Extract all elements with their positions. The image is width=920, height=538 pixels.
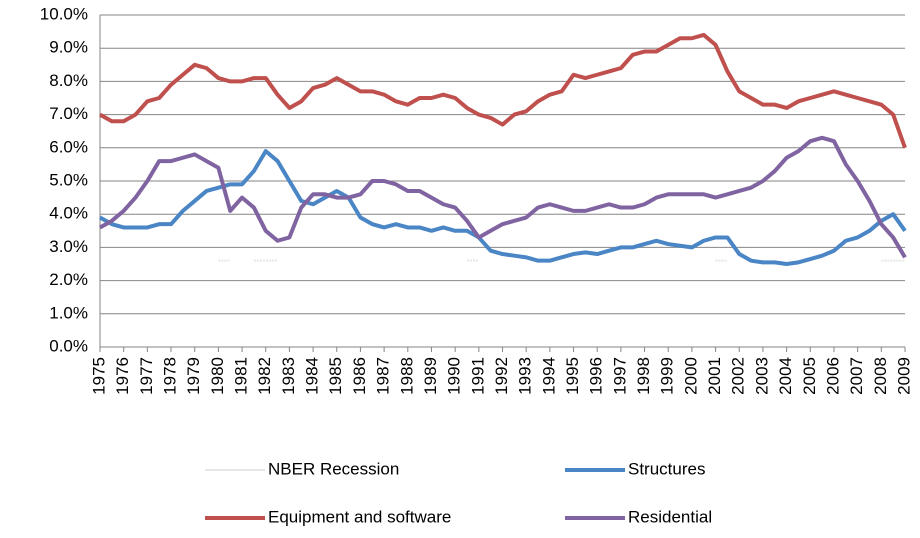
x-tick-label: 1977 — [137, 357, 156, 395]
x-tick-label: 1979 — [184, 357, 203, 395]
x-tick-label: 2003 — [752, 357, 771, 395]
y-tick-label: 8.0% — [49, 71, 88, 90]
x-tick-label: 2002 — [729, 357, 748, 395]
x-tick-label: 2009 — [894, 357, 913, 395]
legend-label: NBER Recession — [268, 459, 399, 478]
x-tick-label: 1989 — [421, 357, 440, 395]
legend-label: Structures — [628, 459, 705, 478]
x-tick-label: 1990 — [445, 357, 464, 395]
y-tick-label: 6.0% — [49, 137, 88, 156]
y-tick-label: 1.0% — [49, 303, 88, 322]
x-tick-label: 1981 — [232, 357, 251, 395]
y-tick-label: 4.0% — [49, 204, 88, 223]
x-tick-label: 2006 — [823, 357, 842, 395]
y-tick-label: 10.0% — [40, 4, 88, 23]
x-tick-label: 1986 — [350, 357, 369, 395]
x-tick-label: 2004 — [776, 357, 795, 395]
y-tick-label: 0.0% — [49, 336, 88, 355]
x-tick-label: 1998 — [634, 357, 653, 395]
x-tick-label: 1996 — [587, 357, 606, 395]
x-tick-label: 1983 — [279, 357, 298, 395]
x-tick-label: 1985 — [326, 357, 345, 395]
x-tick-label: 2005 — [800, 357, 819, 395]
x-tick-label: 1975 — [89, 357, 108, 395]
legend-label: Residential — [628, 507, 712, 526]
x-tick-label: 2001 — [705, 357, 724, 395]
legend-label: Equipment and software — [268, 507, 451, 526]
series-line — [99, 32, 907, 149]
y-tick-label: 3.0% — [49, 237, 88, 256]
series-line — [99, 135, 907, 259]
x-tick-label: 2008 — [871, 357, 890, 395]
x-tick-label: 1988 — [397, 357, 416, 395]
x-tick-label: 1976 — [113, 357, 132, 395]
x-tick-label: 1982 — [255, 357, 274, 395]
x-tick-label: 1980 — [208, 357, 227, 395]
x-tick-label: 1978 — [161, 357, 180, 395]
y-tick-label: 9.0% — [49, 38, 88, 57]
y-tick-label: 7.0% — [49, 104, 88, 123]
x-tick-label: 1993 — [516, 357, 535, 395]
x-tick-label: 1987 — [374, 357, 393, 395]
y-tick-label: 5.0% — [49, 170, 88, 189]
x-tick-label: 1991 — [468, 357, 487, 395]
x-tick-label: 2007 — [847, 357, 866, 395]
x-tick-label: 1984 — [303, 357, 322, 395]
y-tick-label: 2.0% — [49, 270, 88, 289]
x-tick-label: 2000 — [681, 357, 700, 395]
series-line — [99, 149, 907, 266]
x-tick-label: 1992 — [492, 357, 511, 395]
x-tick-label: 1994 — [539, 357, 558, 395]
x-tick-label: 1995 — [563, 357, 582, 395]
x-tick-label: 1997 — [610, 357, 629, 395]
x-tick-label: 1999 — [658, 357, 677, 395]
